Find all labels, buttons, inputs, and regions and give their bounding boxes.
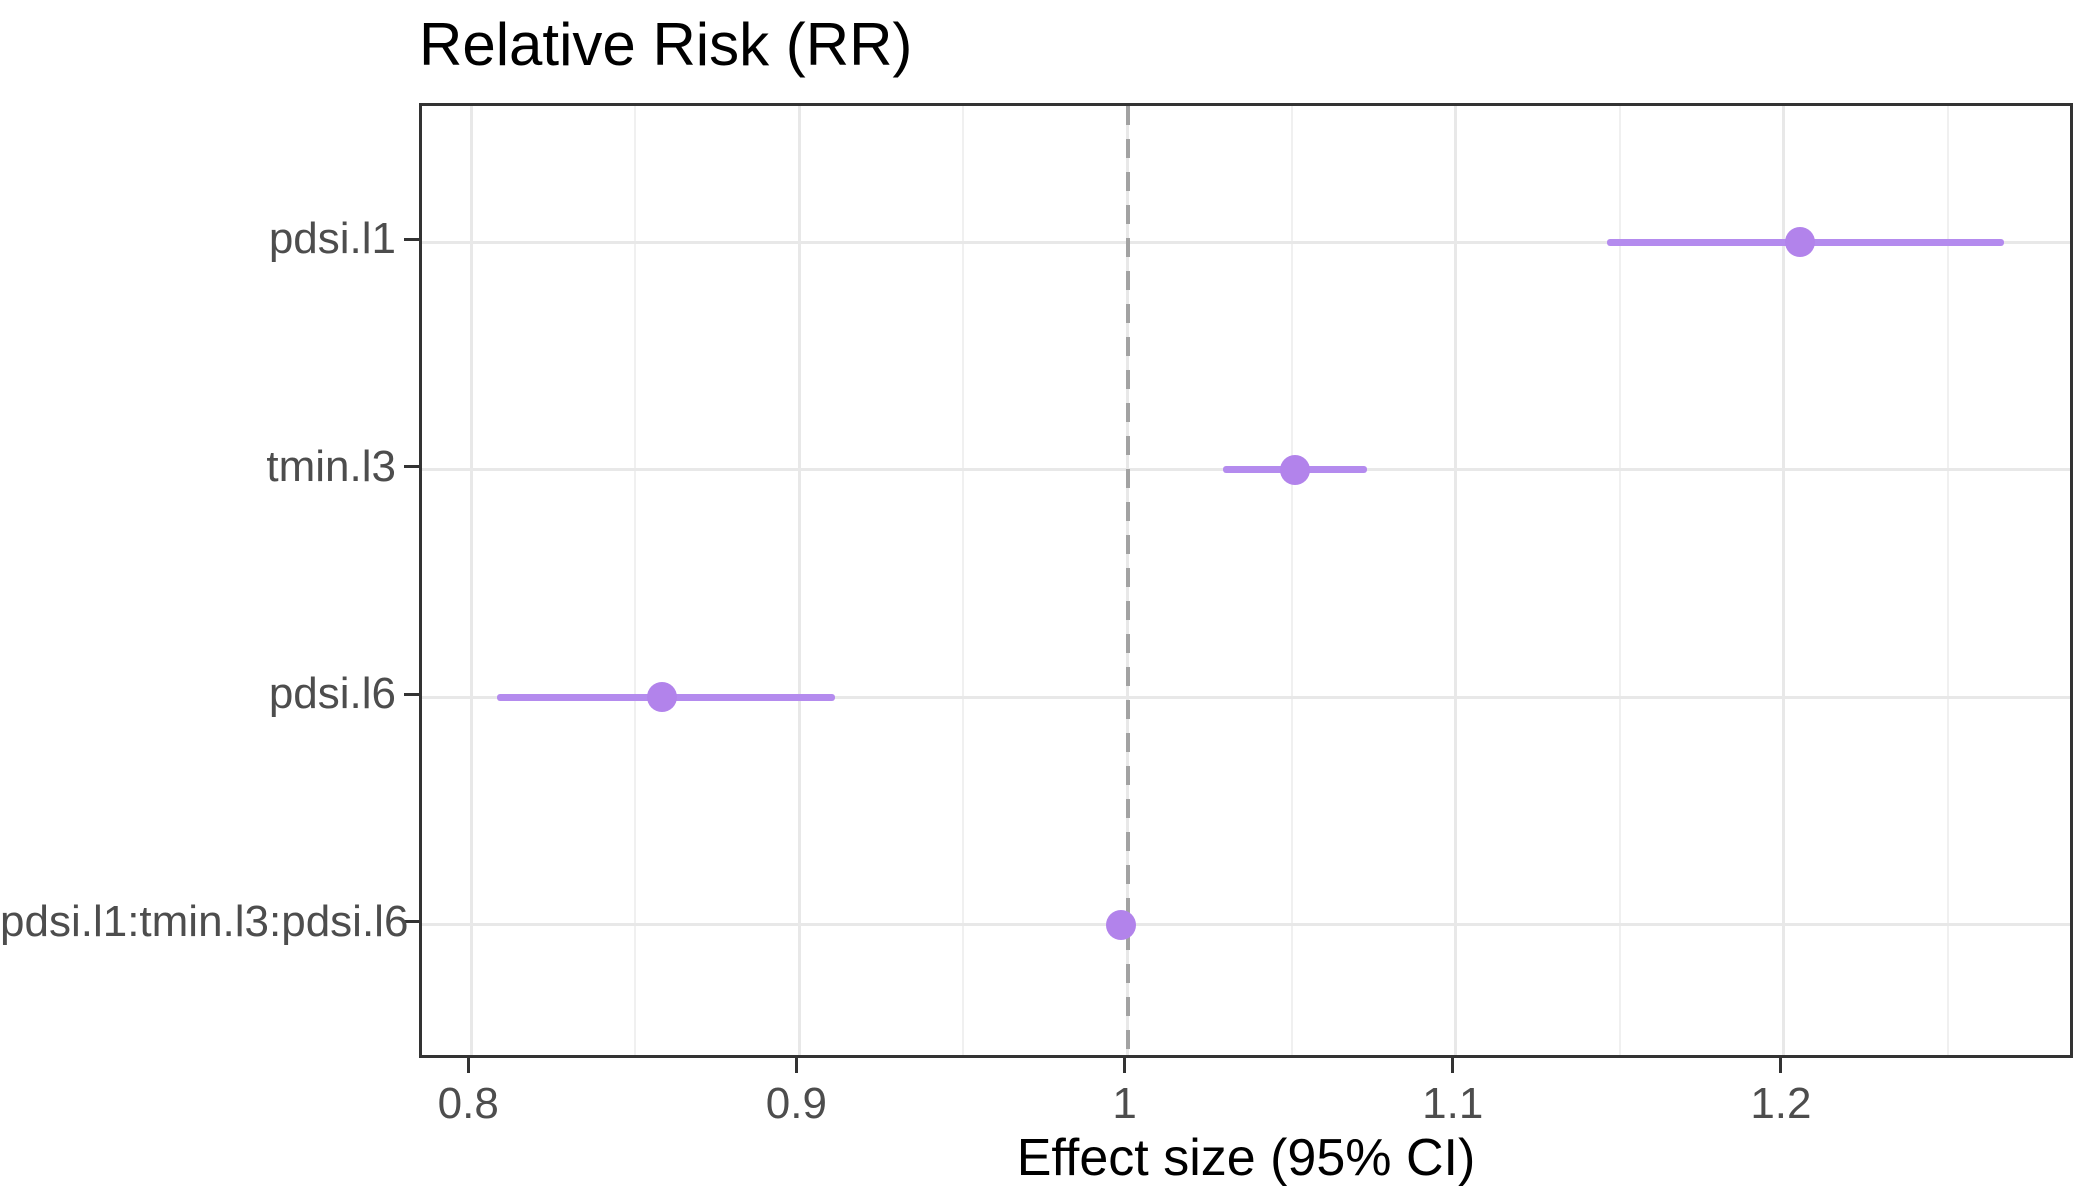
y-axis-tick (404, 237, 419, 241)
estimate-point (1106, 909, 1136, 940)
gridline-vertical-minor (1290, 106, 1293, 1055)
estimate-point (646, 682, 677, 713)
y-axis-tick (404, 692, 419, 696)
x-axis-tick (466, 1058, 470, 1073)
gridline-horizontal-major (422, 923, 2070, 927)
x-axis-title: Effect size (95% CI) (1016, 1129, 1476, 1187)
y-axis-label: pdsi.l6 (268, 669, 396, 719)
gridline-vertical-major (469, 106, 473, 1055)
plot-panel (419, 103, 2073, 1058)
gridline-vertical-minor (1947, 106, 1949, 1055)
x-axis-tick (794, 1058, 798, 1073)
reference-line (1125, 106, 1130, 1055)
x-axis-tick (1123, 1058, 1127, 1073)
x-axis-tick-label: 0.9 (765, 1079, 827, 1128)
x-axis-tick (1451, 1058, 1455, 1073)
gridline-vertical-major (797, 106, 801, 1055)
x-axis-tick-label: 1.2 (1750, 1079, 1812, 1128)
gridline-vertical-minor (1618, 106, 1621, 1055)
y-axis-label: tmin.l3 (266, 441, 396, 491)
gridline-horizontal-major (422, 240, 2070, 244)
y-axis-label: pdsi.l1 (268, 214, 396, 264)
x-axis-tick (1779, 1058, 1783, 1073)
estimate-point (1785, 227, 1816, 258)
x-axis-tick-label: 0.8 (437, 1079, 499, 1128)
estimate-point (1279, 454, 1310, 485)
gridline-horizontal-major (422, 695, 2070, 699)
x-axis-tick-label: 1.1 (1422, 1079, 1484, 1128)
y-axis-label: pdsi.l1:tmin.l3:pdsi.l6 (0, 896, 409, 946)
gridline-vertical-major (1782, 106, 1786, 1055)
plot-title: Relative Risk (RR) (419, 11, 913, 78)
gridline-vertical-major (1454, 106, 1458, 1055)
gridline-vertical-minor (634, 106, 637, 1055)
y-axis-tick (404, 465, 419, 469)
y-axis-tick (404, 920, 419, 924)
x-axis-tick-label: 1 (1112, 1079, 1137, 1128)
gridline-vertical-minor (962, 106, 965, 1055)
